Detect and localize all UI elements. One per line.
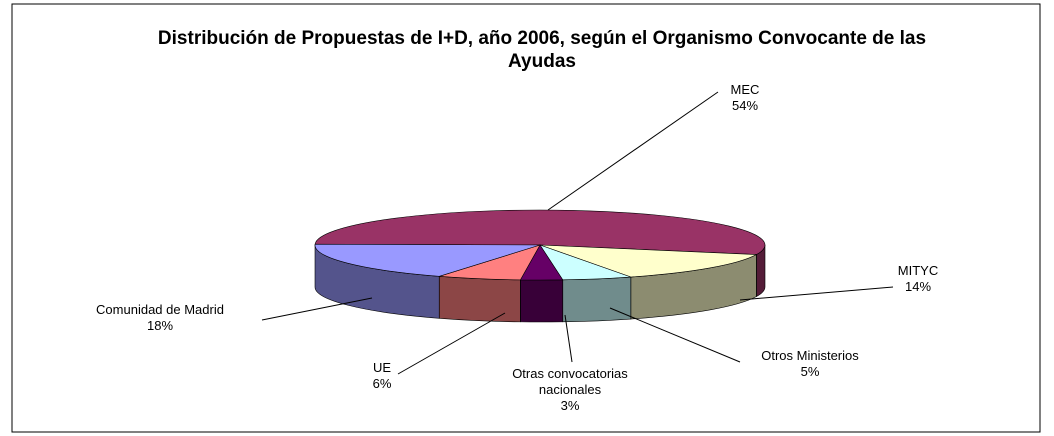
leader-line [609, 307, 741, 363]
slice-value-label: 54% [731, 98, 759, 113]
slice-value-label: 5% [800, 364, 820, 379]
chart-title: Distribución de Propuestas de I+D, año 2… [157, 28, 927, 72]
slice-label: UE [372, 360, 392, 375]
slice [539, 244, 758, 278]
leader-line [739, 286, 894, 301]
slice-label: MITYC [897, 263, 939, 278]
slice [314, 209, 766, 255]
slice-side [438, 275, 521, 323]
slice-side [562, 276, 632, 323]
leader-line [397, 312, 506, 375]
leader-line [564, 314, 573, 363]
slice-label: Comunidad de Madrid [96, 302, 224, 317]
slice-label: MEC [730, 82, 760, 97]
slice-label: Otras convocatorias nacionales [512, 366, 628, 397]
slice-value-label: 6% [372, 376, 392, 391]
slice-side [520, 279, 564, 323]
slice-value-label: 18% [146, 318, 174, 333]
leader-line [547, 91, 719, 211]
slice [314, 243, 541, 277]
leader-line [261, 297, 373, 321]
slice-value-label: 3% [560, 398, 580, 413]
slice-value-label: 14% [904, 279, 932, 294]
slice-label: Otros Ministerios [761, 348, 859, 363]
